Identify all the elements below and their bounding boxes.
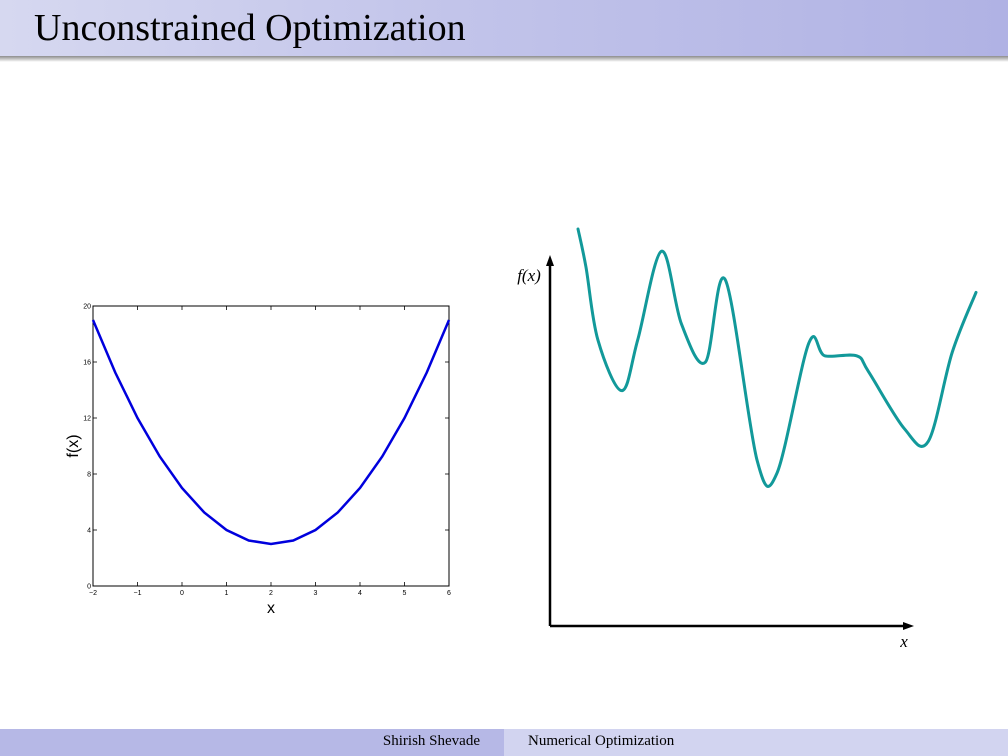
multimodal-curve <box>576 227 978 488</box>
slide-title: Unconstrained Optimization <box>34 7 466 49</box>
x-ticks: −2 −1 0 1 2 3 4 5 6 <box>89 306 451 597</box>
header-shadow <box>0 56 1008 62</box>
slide-header-bar <box>0 0 1008 56</box>
x-tick-label: −2 <box>89 590 97 597</box>
x-tick-label: −1 <box>134 590 142 597</box>
x-tick-label: 6 <box>447 590 451 597</box>
y-tick-label: 8 <box>87 472 91 479</box>
x-tick-label: 1 <box>225 590 229 597</box>
y-axis-label: f(x) <box>517 266 541 285</box>
x-axis-arrowhead <box>903 622 914 630</box>
convex-curve <box>91 319 451 546</box>
y-ticks: 0 4 8 12 16 20 <box>83 304 449 591</box>
x-tick-label: 0 <box>180 590 184 597</box>
x-tick-label: 5 <box>403 590 407 597</box>
y-tick-label: 20 <box>83 304 91 311</box>
x-axis-label: x <box>267 600 275 617</box>
x-axis-label: x <box>899 632 908 651</box>
footer-left-panel: Shirish Shevade <box>0 729 504 756</box>
footer-right-panel: Numerical Optimization <box>504 729 1008 756</box>
slide-footer: Shirish Shevade Numerical Optimization <box>0 729 1008 756</box>
y-tick-label: 0 <box>87 584 91 591</box>
footer-course-title: Numerical Optimization <box>528 733 675 749</box>
multimodal-function-plot: f(x) x <box>517 227 978 651</box>
x-tick-label: 3 <box>314 590 318 597</box>
x-tick-label: 2 <box>269 590 273 597</box>
footer-author: Shirish Shevade <box>382 733 480 749</box>
x-tick-label: 4 <box>358 590 362 597</box>
y-tick-label: 4 <box>87 528 91 535</box>
y-axis-arrowhead <box>546 255 554 266</box>
y-tick-label: 12 <box>83 416 91 423</box>
y-axis-label: f(x) <box>65 434 82 457</box>
y-tick-label: 16 <box>83 360 91 367</box>
